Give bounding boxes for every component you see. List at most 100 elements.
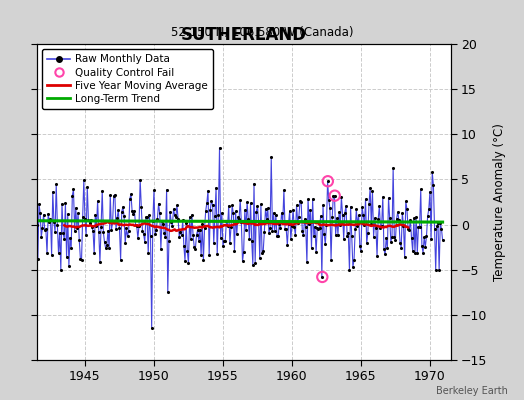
Point: [68, 192, 77, 199]
Point: [227, 224, 235, 230]
Point: [45, 219, 53, 225]
Point: [209, 202, 217, 208]
Point: [56, 230, 64, 236]
Point: [180, 243, 188, 249]
Point: [44, 210, 52, 217]
Point: [275, 220, 283, 227]
Point: [313, 225, 321, 231]
Point: [431, 267, 440, 273]
Point: [105, 245, 113, 251]
Point: [75, 236, 83, 243]
Point: [395, 217, 403, 223]
Point: [319, 202, 327, 208]
Point: [274, 233, 282, 240]
Point: [53, 222, 61, 229]
Point: [242, 226, 250, 233]
Point: [230, 248, 238, 254]
Point: [83, 183, 92, 190]
Point: [100, 239, 108, 246]
Point: [181, 258, 189, 264]
Point: [127, 191, 135, 197]
Point: [303, 259, 311, 266]
Point: [220, 238, 228, 244]
Point: [273, 233, 281, 239]
Point: [162, 187, 171, 193]
Point: [63, 211, 72, 217]
Point: [342, 203, 350, 209]
Point: [34, 256, 42, 263]
Point: [110, 193, 118, 199]
Point: [93, 198, 102, 204]
Point: [113, 215, 122, 221]
Point: [228, 202, 236, 209]
Point: [332, 232, 340, 238]
Point: [73, 225, 81, 231]
Point: [132, 222, 140, 228]
Point: [439, 237, 447, 243]
Point: [292, 202, 301, 208]
Point: [173, 202, 181, 209]
Point: [363, 240, 371, 247]
Point: [369, 233, 378, 240]
Point: [318, 274, 326, 280]
Point: [150, 187, 158, 194]
Point: [337, 194, 346, 200]
Point: [203, 200, 211, 206]
Point: [167, 219, 176, 225]
Point: [79, 214, 87, 220]
Point: [50, 218, 58, 225]
Point: [334, 231, 342, 238]
Point: [30, 237, 39, 244]
Point: [198, 221, 206, 228]
Point: [49, 188, 57, 195]
Point: [163, 289, 172, 296]
Point: [246, 200, 255, 206]
Point: [165, 238, 173, 244]
Point: [377, 223, 386, 229]
Point: [241, 207, 249, 213]
Point: [91, 212, 100, 218]
Point: [103, 242, 111, 249]
Point: [239, 248, 248, 255]
Point: [407, 235, 416, 242]
Point: [226, 240, 234, 246]
Point: [159, 221, 167, 227]
Point: [188, 212, 196, 218]
Point: [92, 223, 101, 230]
Point: [119, 204, 127, 210]
Point: [329, 192, 337, 199]
Point: [179, 217, 187, 224]
Point: [111, 192, 119, 198]
Point: [176, 228, 184, 235]
Point: [35, 201, 43, 208]
Legend: Raw Monthly Data, Quality Control Fail, Five Year Moving Average, Long-Term Tren: Raw Monthly Data, Quality Control Fail, …: [42, 49, 213, 109]
Point: [196, 227, 204, 233]
Point: [269, 210, 278, 216]
Point: [270, 227, 279, 234]
Point: [212, 184, 220, 191]
Point: [366, 185, 374, 191]
Point: [259, 248, 267, 254]
Point: [54, 250, 63, 256]
Text: Berkeley Earth: Berkeley Earth: [436, 386, 508, 396]
Point: [348, 264, 357, 270]
Point: [406, 217, 414, 223]
Point: [160, 230, 169, 236]
Point: [330, 192, 339, 199]
Point: [204, 187, 212, 194]
Point: [135, 222, 143, 229]
Point: [252, 209, 260, 215]
Point: [214, 212, 223, 218]
Point: [405, 226, 413, 233]
Point: [333, 215, 341, 222]
Point: [224, 202, 233, 209]
Point: [315, 225, 324, 232]
Point: [279, 218, 287, 224]
Point: [300, 216, 309, 222]
Point: [417, 186, 425, 192]
Point: [380, 246, 388, 252]
Point: [112, 226, 120, 232]
Point: [353, 223, 362, 230]
Point: [31, 221, 40, 228]
Point: [374, 216, 383, 223]
